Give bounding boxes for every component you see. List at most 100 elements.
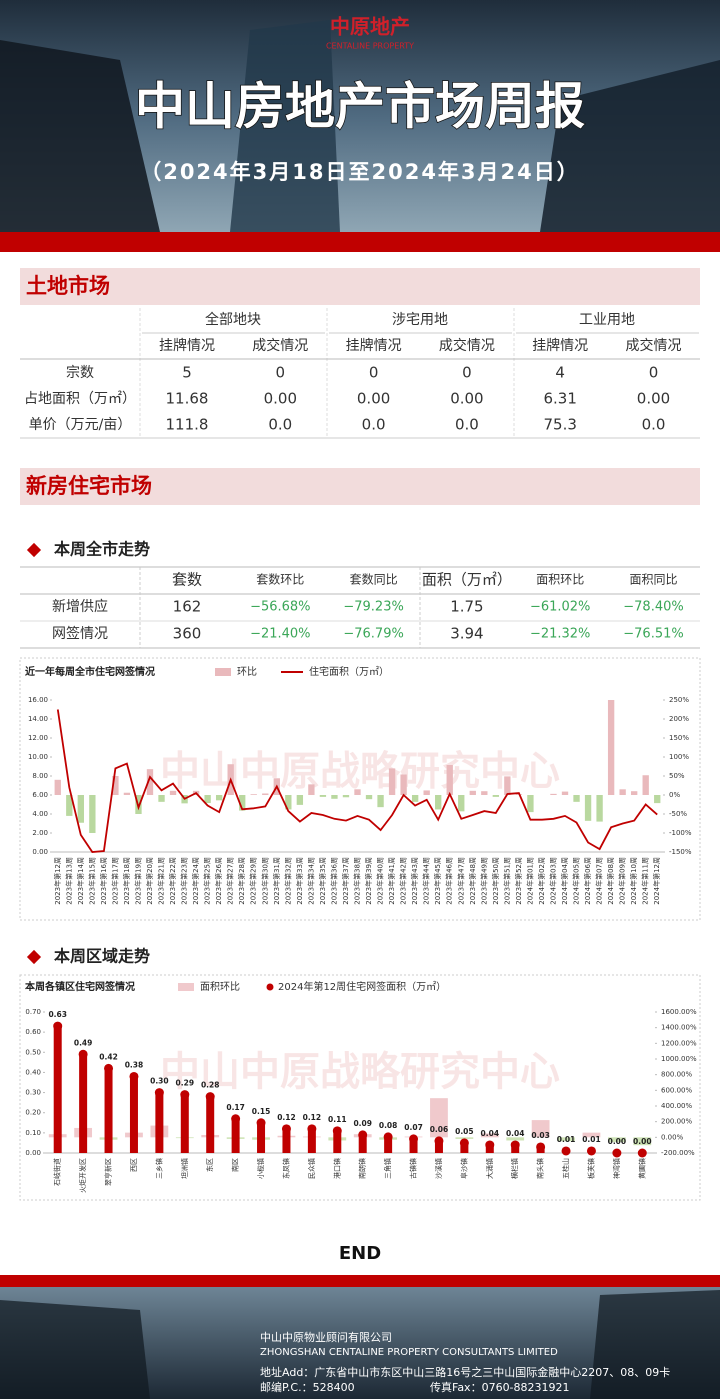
- x-tick-label: 2023年第21周: [157, 857, 166, 905]
- y2-tick-label: 50%: [669, 772, 685, 780]
- x-tick-label: 2023年第46周: [445, 857, 454, 905]
- bar: [358, 1134, 367, 1153]
- y2-tick-label: 800.00%: [661, 1071, 692, 1079]
- value-label: 0.05: [455, 1127, 474, 1136]
- x-tick-label: 2024年第02周: [537, 857, 546, 905]
- x-tick-label: 2024年第06周: [583, 857, 592, 905]
- bar: [333, 1130, 342, 1153]
- bar: [285, 795, 292, 810]
- subsection-title: 本周区域走势: [54, 947, 150, 966]
- value-label: 0.04: [481, 1129, 500, 1138]
- bar: [331, 795, 338, 799]
- bar: [250, 794, 257, 795]
- y2-tick-label: 1600.00%: [661, 1008, 697, 1016]
- x-tick-label: 2023年第20周: [145, 857, 154, 905]
- x-tick-label: 2024年第01周: [525, 857, 534, 905]
- value-label: 0.12: [303, 1113, 322, 1122]
- dot: [231, 1114, 241, 1124]
- x-tick-label: 2023年第29周: [249, 857, 258, 905]
- building: [540, 60, 720, 232]
- bar: [104, 1068, 113, 1153]
- y2-tick-label: 600.00%: [661, 1086, 692, 1094]
- dot: [180, 1090, 190, 1100]
- table-header: 套数同比: [350, 572, 398, 587]
- x-tick-label: 2024年第04周: [560, 857, 569, 905]
- sub-header: 挂牌情况: [159, 337, 215, 354]
- y-tick-label: 4.00: [32, 810, 48, 818]
- x-tick-label: 神湾镇: [612, 1158, 621, 1179]
- table-header: 套数环比: [256, 572, 304, 587]
- bar: [435, 795, 442, 810]
- x-tick-label: 横栏镇: [510, 1158, 519, 1179]
- y-tick-label: 0.40: [25, 1068, 41, 1076]
- table-cell: −79.23%: [343, 600, 403, 615]
- x-tick-label: 2024年第08周: [606, 857, 615, 905]
- x-tick-label: 大涌镇: [485, 1158, 494, 1179]
- bar: [239, 795, 246, 811]
- footer-fax: 传真Fax：0760-88231921: [430, 1380, 570, 1394]
- bar: [377, 795, 384, 808]
- x-tick-label: 2023年第40周: [376, 857, 385, 905]
- x-tick-label: 2023年第49周: [479, 857, 488, 905]
- building: [230, 20, 340, 232]
- bar: [430, 1098, 448, 1138]
- x-tick-label: 2023年第42周: [399, 857, 408, 905]
- row-label: 宗数: [66, 365, 94, 381]
- bar: [492, 795, 500, 797]
- line: [56, 709, 658, 853]
- row-label: 单价（万元/亩）: [29, 416, 132, 433]
- end-mark: END: [339, 1243, 381, 1264]
- table-cell: 1.75: [450, 598, 483, 616]
- bar: [584, 795, 592, 821]
- value-label: 0.04: [506, 1129, 525, 1138]
- value-label: 0.29: [176, 1079, 195, 1088]
- value-label: 0.03: [531, 1131, 550, 1140]
- y-tick-label: 0.70: [25, 1008, 41, 1016]
- x-tick-label: 2024年第10周: [629, 857, 638, 905]
- value-label: 0.11: [328, 1115, 347, 1124]
- sub-header: 成交情况: [439, 337, 495, 354]
- dot: [485, 1140, 495, 1150]
- value-label: 0.17: [226, 1103, 245, 1112]
- table-cell: −78.40%: [623, 600, 683, 615]
- table-cell: −76.79%: [343, 627, 403, 642]
- y-tick-label: 2.00: [32, 829, 48, 837]
- x-tick-label: 2023年第51周: [502, 857, 511, 905]
- x-tick-label: 2023年第52周: [514, 857, 523, 905]
- bar: [180, 1094, 189, 1153]
- y-tick-label: 14.00: [28, 715, 48, 723]
- x-tick-label: 南头镇: [536, 1158, 545, 1179]
- bar: [596, 795, 603, 822]
- x-tick-label: 2023年第25周: [203, 857, 212, 905]
- x-tick-label: 2023年第18周: [122, 857, 131, 905]
- bar: [480, 1133, 499, 1138]
- section-title: 新房住宅市场: [26, 474, 152, 498]
- table-cell: 11.68: [166, 390, 209, 408]
- subsection-title: 本周全市走势: [54, 540, 150, 559]
- bar: [550, 793, 557, 795]
- x-tick-label: 2023年第33周: [295, 857, 304, 905]
- legend-swatch: [215, 668, 231, 676]
- value-label: 0.09: [353, 1119, 372, 1128]
- table-cell: 0.0: [455, 416, 479, 434]
- y2-tick-label: -150%: [669, 848, 692, 856]
- building: [590, 1290, 720, 1399]
- bar: [400, 774, 407, 795]
- value-label: 0.28: [201, 1081, 220, 1090]
- dot: [586, 1146, 596, 1156]
- x-tick-label: 2023年第16周: [99, 857, 108, 905]
- legend-swatch: [178, 983, 194, 991]
- dot: [612, 1148, 622, 1158]
- y-tick-label: 10.00: [28, 753, 48, 761]
- sub-header: 挂牌情况: [346, 337, 402, 354]
- logo-en: CENTALINE PROPERTY: [326, 42, 414, 51]
- watermark: 中山中原战略研究中心: [160, 748, 560, 794]
- dot: [129, 1071, 139, 1081]
- dot: [409, 1134, 419, 1144]
- bar: [158, 795, 165, 802]
- section-title: 土地市场: [26, 274, 110, 298]
- x-tick-label: 2024年第09周: [618, 857, 627, 905]
- bar: [66, 795, 73, 816]
